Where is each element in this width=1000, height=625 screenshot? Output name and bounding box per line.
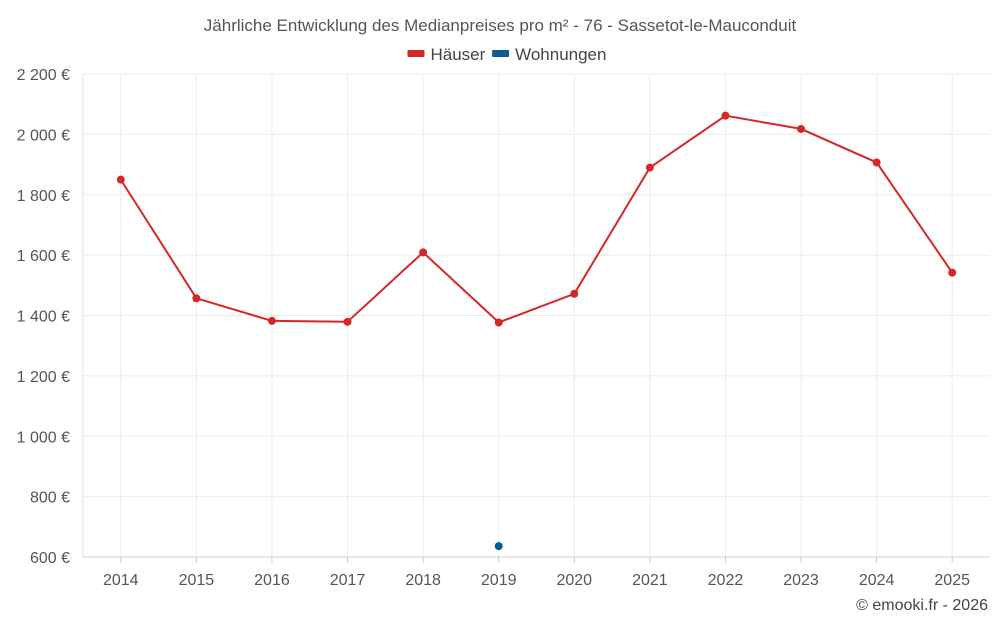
x-tick-label: 2017: [330, 572, 366, 589]
credit: © emooki.fr - 2026: [856, 597, 988, 614]
legend-label-h-user: Häuser: [431, 45, 486, 64]
y-tick-label: 1 400 €: [17, 309, 70, 326]
data-point-h-user: [948, 268, 957, 277]
chart-title: Jährliche Entwicklung des Medianpreises …: [204, 16, 797, 35]
x-tick-label: 2020: [556, 572, 592, 589]
data-point-h-user: [570, 289, 579, 298]
y-tick-label: 1 200 €: [17, 369, 70, 386]
y-tick-label: 600 €: [30, 550, 70, 567]
y-tick-label: 1 800 €: [17, 188, 70, 205]
data-point-h-user: [343, 317, 352, 326]
y-tick-label: 2 000 €: [17, 127, 70, 144]
data-point-h-user: [494, 318, 503, 327]
x-tick-label: 2021: [632, 572, 668, 589]
data-point-h-user: [116, 175, 125, 184]
series-layer: [116, 111, 957, 551]
x-tick-label: 2016: [254, 572, 290, 589]
x-tick-label: 2018: [405, 572, 441, 589]
x-tick-label: 2025: [934, 572, 970, 589]
y-tick-label: 1 600 €: [17, 248, 70, 265]
data-point-h-user: [721, 111, 730, 120]
data-point-h-user: [872, 158, 881, 167]
legend-label-wohnungen: Wohnungen: [515, 45, 606, 64]
y-tick-label: 1 000 €: [17, 429, 70, 446]
x-tick-label: 2014: [103, 572, 139, 589]
data-point-h-user: [267, 316, 276, 325]
grid: [82, 73, 990, 558]
data-point-h-user: [645, 163, 654, 172]
x-tick-label: 2019: [481, 572, 517, 589]
data-point-h-user: [797, 124, 806, 133]
data-point-h-user: [192, 294, 201, 303]
y-tick-label: 2 200 €: [17, 67, 70, 84]
series-line-h-user: [119, 114, 954, 324]
legend-swatch-h-user: [407, 50, 425, 57]
x-tick-label: 2015: [179, 572, 215, 589]
x-axis: 2014 2015 2016 2017 2018 2019 2020 2021 2022 2023…: [103, 557, 970, 589]
y-tick-label: 800 €: [30, 490, 70, 507]
x-tick-label: 2022: [708, 572, 744, 589]
data-point-wohnungen: [494, 542, 503, 551]
y-axis: 600 € 800 € 1 000 € 1 200 € 1 400 € 1 600 € 1 …: [17, 67, 70, 567]
x-tick-label: 2024: [859, 572, 895, 589]
legend: Häuser Wohnungen: [407, 45, 606, 64]
legend-swatch-wohnungen: [492, 50, 510, 57]
x-tick-label: 2023: [783, 572, 819, 589]
data-point-h-user: [419, 248, 428, 257]
